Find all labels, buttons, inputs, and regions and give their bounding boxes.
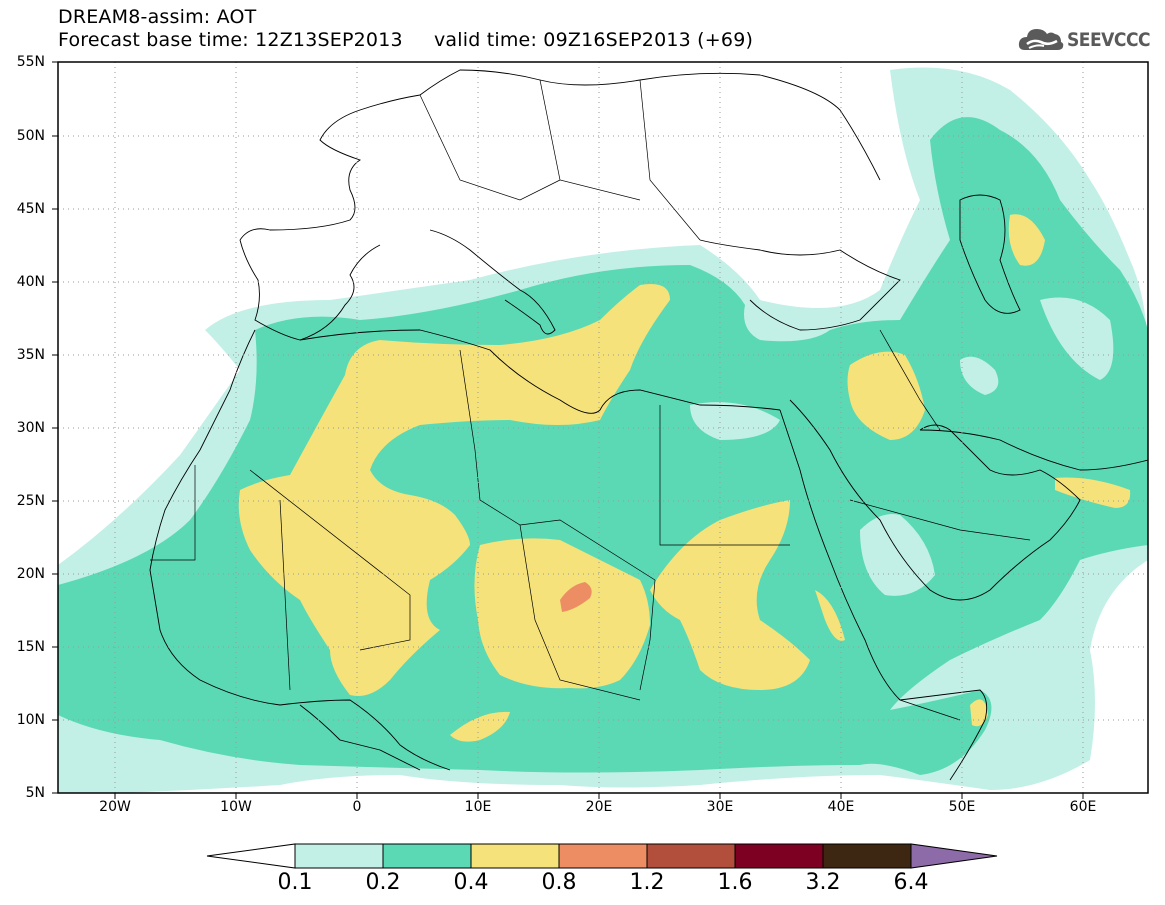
aot-band-0.4-sudan	[650, 500, 810, 690]
colorbar-label: 3.2	[805, 870, 841, 895]
colorbar-segment	[294, 843, 384, 869]
aot-hole-gulf	[960, 356, 999, 395]
lon-label: 30E	[706, 799, 734, 815]
colorbar-segment	[646, 843, 736, 869]
lon-label: 20E	[585, 799, 613, 815]
aot-band-0.8	[560, 582, 592, 612]
lon-label: 10E	[464, 799, 492, 815]
country-borders	[150, 79, 1031, 701]
border-sudan	[639, 579, 656, 691]
map-title: DREAM8-assim: AOT	[58, 6, 257, 28]
lat-label: 20N	[16, 566, 45, 582]
colorbar-segment	[822, 843, 912, 869]
aot-hole-egypt	[690, 402, 780, 440]
colorbar-label: 0.2	[365, 870, 401, 895]
lat-label: 5N	[25, 785, 45, 801]
colorbar-over-arrow	[910, 843, 998, 869]
coastline-europe	[239, 69, 881, 241]
lat-label: 55N	[16, 54, 45, 70]
colorbar-label: 1.2	[629, 870, 665, 895]
aot-band-0.4-sahara-west	[238, 284, 670, 696]
colorbar-under-arrow	[206, 843, 296, 869]
border-algeria-mali	[249, 469, 411, 651]
aot-band-0.4-nigeria	[450, 711, 510, 742]
lon-label: 60E	[1069, 799, 1097, 815]
aot-band-0.4-iraq	[847, 351, 925, 440]
border-europe-central	[419, 94, 561, 201]
coastline-turkey	[699, 239, 901, 331]
lon-label: 10W	[220, 799, 252, 815]
coastline-iran	[919, 429, 1148, 471]
coastline-north-africa	[149, 329, 451, 771]
lat-label: 40N	[16, 274, 45, 290]
colorbar-segment	[382, 843, 472, 869]
colorbar	[206, 843, 998, 869]
lat-label: 50N	[16, 128, 45, 144]
colorbar-label: 6.4	[893, 870, 929, 895]
border-libya	[459, 349, 656, 581]
axis-ticks	[52, 61, 1084, 799]
lat-label: 35N	[16, 347, 45, 363]
colorbar-label: 0.4	[453, 870, 489, 895]
logo-text: SEEVCCC	[1067, 29, 1151, 51]
aot-band-0.4-caspian	[1008, 214, 1045, 266]
colorbar-label: 0.8	[541, 870, 577, 895]
colorbar-label: 0.1	[277, 870, 313, 895]
border-europe-east	[539, 79, 701, 241]
border-egypt-sudan	[659, 405, 790, 546]
graticule	[58, 62, 1148, 793]
coastline-libya-egypt	[299, 329, 781, 414]
lat-label: 45N	[16, 201, 45, 217]
forecast-time-subtitle: Forecast base time: 12Z13SEP2013 valid t…	[58, 29, 754, 51]
colorbar-segment	[470, 843, 560, 869]
lat-label: 15N	[16, 639, 45, 655]
cloud-icon	[1018, 29, 1064, 50]
aot-contours	[58, 67, 1148, 793]
aot-band-0.4-chad	[474, 538, 650, 689]
border-mauritania	[150, 465, 196, 561]
seevccc-logo: SEEVCCC	[1017, 22, 1151, 56]
colorbar-label: 1.6	[717, 870, 753, 895]
aot-band-0.4-oman	[1055, 477, 1131, 508]
coastline-guinea	[299, 704, 421, 771]
colorbar-segment	[558, 843, 648, 869]
border-mali-niger	[279, 499, 291, 691]
coastline-italy	[429, 229, 556, 335]
coastline-arabia	[789, 399, 1081, 601]
lon-label: 20W	[99, 799, 131, 815]
coastline-horn	[899, 689, 988, 781]
border-chad	[519, 524, 641, 701]
aot-band-0.4-ethiopia	[815, 590, 845, 641]
lat-label: 30N	[16, 420, 45, 436]
lat-label: 25N	[16, 493, 45, 509]
lon-label: 0	[352, 799, 362, 815]
coastlines	[149, 69, 1148, 781]
lon-label: 50E	[948, 799, 976, 815]
colorbar-segment	[734, 843, 824, 869]
coastline-caspian	[959, 194, 1021, 314]
aot-hole-iran	[1040, 297, 1114, 380]
border-iraq-iran	[879, 329, 941, 431]
border-arabia	[849, 499, 1031, 541]
lon-label: 40E	[827, 799, 855, 815]
lat-label: 10N	[16, 712, 45, 728]
